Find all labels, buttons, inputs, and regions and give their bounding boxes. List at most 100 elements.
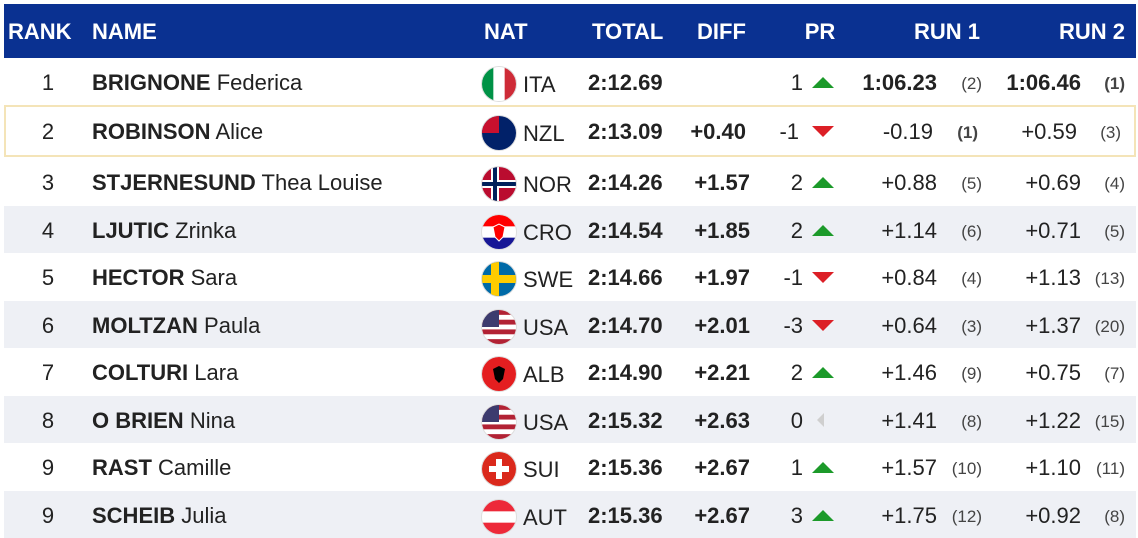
athlete-name: BRIGNONE Federica (92, 70, 302, 96)
surname: COLTURI (92, 360, 189, 385)
run2-rank: (11) (1096, 459, 1125, 478)
trend-arrow (812, 462, 834, 473)
athlete-name: MOLTZAN Paula (92, 313, 260, 339)
rank: 8 (41, 407, 55, 433)
result-row: 3 STJERNESUND Thea Louise NOR 2:14.26 +1.57 2… (4, 157, 1136, 206)
surname: ROBINSON (92, 119, 211, 144)
pr: 3 (790, 502, 803, 528)
pr: -3 (783, 312, 803, 338)
total-time: 2:15.36 (588, 502, 663, 528)
run1-rank: (1) (957, 123, 978, 142)
run1-rank: (5) (961, 173, 982, 193)
result-row: 2 ROBINSON Alice NZL 2:13.09 +0.40 -1 -0.19 (1)… (4, 105, 1136, 157)
run1-rank: (2) (961, 73, 982, 93)
diff: +1.57 (694, 169, 750, 195)
total-time: 2:12.69 (588, 69, 663, 95)
run1-time: +1.41 (881, 407, 937, 433)
rank: 3 (41, 169, 55, 195)
trend-arrow (812, 509, 834, 521)
run2-time: +0.59 (1021, 119, 1077, 144)
nation: ITA (523, 71, 556, 97)
surname: BRIGNONE (92, 69, 211, 95)
trend-arrow (812, 176, 834, 188)
run1-time: +0.88 (881, 169, 937, 195)
flag-icon (482, 116, 516, 150)
first-name: Camille (158, 455, 232, 480)
surname: SCHEIB (92, 502, 176, 528)
pr: 1 (790, 69, 803, 95)
first-name: Sara (190, 265, 238, 290)
diff: +1.85 (694, 217, 750, 243)
run2-rank: (13) (1094, 269, 1125, 288)
run2-rank: (3) (1100, 123, 1121, 142)
run2-rank: (1) (1104, 73, 1125, 93)
result-row: 4 LJUTIC Zrinka CRO 2:14.54 +1.85 2 +1.14 (6) +0… (4, 206, 1136, 253)
surname: LJUTIC (92, 217, 169, 243)
first-name: Lara (194, 360, 239, 385)
total-time: 2:14.26 (588, 169, 663, 195)
diff: +1.97 (694, 265, 750, 290)
pr: -1 (779, 119, 799, 144)
column-header: PR (804, 19, 836, 44)
athlete-name: LJUTIC Zrinka (92, 218, 236, 244)
trend-arrow (812, 126, 834, 137)
trend-arrow (812, 319, 834, 331)
total-time: 2:14.66 (588, 265, 663, 290)
surname: O BRIEN (92, 407, 184, 433)
first-name: Paula (204, 312, 261, 338)
column-header: DIFF (697, 19, 746, 44)
first-name: Julia (181, 502, 227, 528)
total-time: 2:14.70 (588, 312, 663, 338)
result-row: 5 HECTOR Sara SWE 2:14.66 +1.97 -1 +0.84 (4) +1.… (4, 253, 1136, 301)
nation: CRO (523, 219, 572, 245)
rank: 5 (41, 265, 55, 290)
surname: RAST (92, 455, 152, 480)
trend-arrow (817, 412, 824, 427)
flag-icon (482, 309, 516, 344)
surname: STJERNESUND (92, 169, 256, 195)
run1-time: +0.64 (881, 312, 937, 338)
athlete-name: COLTURI Lara (92, 360, 238, 386)
pr: -1 (783, 265, 803, 290)
pr: 2 (790, 217, 803, 243)
run2-time: 1:06.46 (1006, 69, 1081, 95)
run2-time: +1.22 (1025, 407, 1081, 433)
nation: NZL (523, 121, 565, 146)
column-header: RUN 2 (1058, 19, 1125, 44)
pr: 2 (790, 169, 803, 195)
athlete-name: HECTOR Sara (92, 265, 237, 291)
nation: SWE (523, 267, 574, 292)
run1-rank: (6) (961, 221, 982, 241)
diff: +2.67 (694, 502, 750, 528)
diff: +2.63 (694, 407, 750, 433)
flag-icon (482, 66, 516, 101)
flag-icon (482, 499, 516, 534)
flag-icon (482, 404, 516, 439)
column-header: NAT (484, 19, 528, 44)
total-time: 2:15.36 (588, 455, 663, 480)
run1-time: +1.75 (881, 502, 937, 528)
diff: +0.40 (690, 119, 746, 144)
total-time: 2:14.90 (588, 360, 663, 385)
run2-time: +1.13 (1025, 265, 1081, 290)
table-header: RANK NAME NAT TOTAL DIFF PR RUN 1 RUN 2 (4, 4, 1136, 58)
flag-icon (482, 214, 516, 249)
total-time: 2:15.32 (588, 407, 663, 433)
trend-arrow (812, 367, 834, 378)
nation: USA (523, 314, 569, 340)
flag-icon (482, 357, 516, 391)
rank: 9 (41, 502, 55, 528)
rank: 9 (41, 455, 55, 480)
pr: 2 (790, 360, 803, 385)
result-row: 1 BRIGNONE Federica ITA 2:12.69 1 1:06.23 (2) 1… (4, 58, 1136, 105)
rank: 6 (41, 312, 55, 338)
athlete-name: STJERNESUND Thea Louise (92, 170, 383, 196)
athlete-name: SCHEIB Julia (92, 503, 227, 529)
run1-time: -0.19 (882, 119, 933, 144)
flag-icon (482, 452, 516, 486)
column-header: TOTAL (592, 19, 664, 44)
result-row: 8 O BRIEN Nina USA 2:15.32 +2.63 0 +1.41 (8) +1.… (4, 396, 1136, 443)
run1-time: +1.57 (881, 455, 937, 480)
run1-rank: (4) (961, 269, 982, 288)
